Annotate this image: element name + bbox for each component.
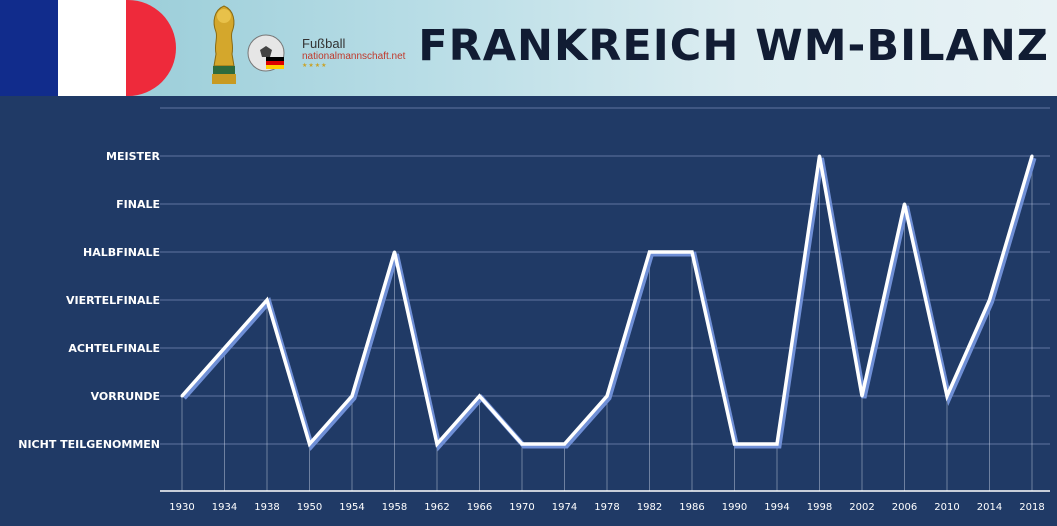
- data-point: [861, 395, 864, 398]
- x-tick-label: 1938: [254, 502, 279, 513]
- x-tick-label: 1954: [339, 502, 364, 513]
- header-banner: Fußball nationalmannschaft.net ★★★★ FRAN…: [0, 0, 1057, 96]
- brand-name: Fußball: [302, 36, 345, 51]
- y-tick-label: FINALE: [116, 198, 160, 211]
- x-tick-label: 1970: [509, 502, 534, 513]
- data-point: [308, 443, 311, 446]
- world-cup-trophy-icon: [204, 4, 244, 88]
- data-point: [1031, 155, 1034, 158]
- football-icon: [246, 33, 286, 73]
- y-tick-label: ACHTELFINALE: [68, 342, 160, 355]
- page-title: FRANKREICH WM-BILANZ: [418, 8, 1049, 84]
- france-flag-icon: [0, 0, 176, 96]
- x-tick-label: 1978: [594, 502, 619, 513]
- x-tick-label: 1930: [169, 502, 194, 513]
- x-tick-label: 1998: [807, 502, 832, 513]
- data-point: [478, 395, 481, 398]
- y-tick-label: MEISTER: [106, 150, 160, 163]
- x-tick-label: 2002: [849, 502, 874, 513]
- x-tick-label: 1990: [722, 502, 747, 513]
- data-point: [266, 299, 269, 302]
- brand-domain: nationalmannschaft.net: [302, 51, 405, 62]
- y-tick-label: VORRUNDE: [91, 390, 160, 403]
- data-point: [691, 251, 694, 254]
- data-point: [181, 395, 184, 398]
- data-point: [351, 395, 354, 398]
- x-tick-label: 2006: [892, 502, 917, 513]
- data-point: [776, 443, 779, 446]
- data-point: [563, 443, 566, 446]
- x-tick-label: 1966: [467, 502, 492, 513]
- x-tick-label: 1982: [637, 502, 662, 513]
- data-point: [988, 299, 991, 302]
- x-tick-label: 1950: [297, 502, 322, 513]
- x-tick-label: 1958: [382, 502, 407, 513]
- y-tick-label: HALBFINALE: [83, 246, 160, 259]
- y-tick-label: VIERTELFINALE: [66, 294, 160, 307]
- world-cup-record-chart: NICHT TEILGENOMMEN VORRUNDE ACHTELFINALE VI…: [0, 96, 1057, 526]
- data-point: [393, 251, 396, 254]
- x-tick-label: 2014: [977, 502, 1002, 513]
- x-tick-label: 1986: [679, 502, 704, 513]
- series-line-shadow: [184, 158, 1034, 446]
- x-tick-label: 2010: [934, 502, 959, 513]
- x-tick-label: 1994: [764, 502, 789, 513]
- data-point: [223, 347, 226, 350]
- x-tick-label: 1962: [424, 502, 449, 513]
- data-point: [818, 155, 821, 158]
- data-point: [733, 443, 736, 446]
- data-point: [946, 395, 949, 398]
- data-point: [436, 443, 439, 446]
- x-tick-label: 1974: [552, 502, 577, 513]
- x-tick-label: 2018: [1019, 502, 1044, 513]
- data-point: [648, 251, 651, 254]
- data-point: [903, 203, 906, 206]
- data-point: [606, 395, 609, 398]
- y-tick-label: NICHT TEILGENOMMEN: [18, 438, 160, 451]
- x-tick-label: 1934: [212, 502, 237, 513]
- data-point: [521, 443, 524, 446]
- brand-stars: ★★★★: [302, 62, 328, 69]
